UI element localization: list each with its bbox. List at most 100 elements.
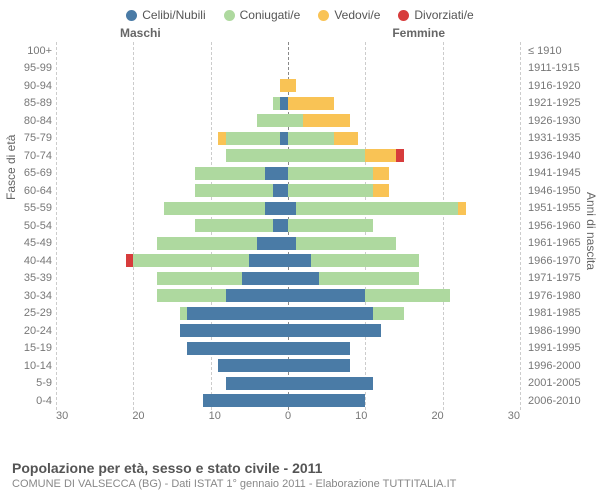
bar-segment bbox=[296, 202, 458, 215]
x-tick: 10 bbox=[355, 410, 367, 430]
age-row: 80-841926-1930 bbox=[10, 112, 590, 130]
age-label: 5-9 bbox=[10, 377, 56, 389]
bar-segment bbox=[257, 237, 288, 250]
bar-group bbox=[56, 77, 520, 95]
age-label: 35-39 bbox=[10, 272, 56, 284]
age-label: 20-24 bbox=[10, 325, 56, 337]
legend-swatch bbox=[224, 10, 235, 21]
legend-label: Divorziati/e bbox=[414, 8, 473, 22]
birth-label: 1956-1960 bbox=[520, 220, 590, 232]
bar-group bbox=[56, 392, 520, 410]
bar-segment bbox=[288, 219, 373, 232]
bar-segment bbox=[280, 97, 288, 110]
bar-group bbox=[56, 95, 520, 113]
bar-segment bbox=[257, 114, 288, 127]
age-row: 70-741936-1940 bbox=[10, 147, 590, 165]
age-row: 95-991911-1915 bbox=[10, 60, 590, 78]
bar-segment bbox=[226, 289, 288, 302]
age-label: 10-14 bbox=[10, 360, 56, 372]
bar-segment bbox=[319, 272, 420, 285]
legend-item: Celibi/Nubili bbox=[126, 8, 205, 22]
bar-group bbox=[56, 112, 520, 130]
bar-group bbox=[56, 217, 520, 235]
bar-segment bbox=[195, 184, 272, 197]
bar-segment bbox=[126, 254, 134, 267]
age-row: 15-191991-1995 bbox=[10, 340, 590, 358]
bar-segment bbox=[288, 97, 334, 110]
birth-label: 1976-1980 bbox=[520, 290, 590, 302]
bar-segment bbox=[288, 377, 373, 390]
bar-segment bbox=[373, 167, 388, 180]
age-row: 0-42006-2010 bbox=[10, 392, 590, 410]
age-label: 55-59 bbox=[10, 202, 56, 214]
bar-segment bbox=[218, 359, 288, 372]
age-label: 50-54 bbox=[10, 220, 56, 232]
legend: Celibi/NubiliConiugati/eVedovi/eDivorzia… bbox=[0, 0, 600, 26]
bar-segment bbox=[265, 202, 288, 215]
chart-footer: Popolazione per età, sesso e stato civil… bbox=[12, 460, 456, 490]
age-row: 85-891921-1925 bbox=[10, 95, 590, 113]
legend-label: Celibi/Nubili bbox=[142, 8, 205, 22]
chart-area: Maschi Femmine 100+≤ 191095-991911-19159… bbox=[10, 26, 590, 410]
bar-segment bbox=[203, 394, 288, 407]
age-row: 90-94 1916-1920 bbox=[10, 77, 590, 95]
bar-group bbox=[56, 305, 520, 323]
legend-label: Coniugati/e bbox=[240, 8, 301, 22]
age-label: 80-84 bbox=[10, 115, 56, 127]
x-tick: 20 bbox=[132, 410, 144, 430]
bar-segment bbox=[288, 132, 334, 145]
bar-segment bbox=[311, 254, 419, 267]
bar-segment bbox=[288, 254, 311, 267]
bar-segment bbox=[288, 184, 373, 197]
age-row: 35-39 1971-1975 bbox=[10, 270, 590, 288]
bar-segment bbox=[288, 307, 373, 320]
bar-segment bbox=[288, 237, 296, 250]
birth-label: 1966-1970 bbox=[520, 255, 590, 267]
bar-segment bbox=[187, 342, 288, 355]
bar-segment bbox=[133, 254, 249, 267]
bar-segment bbox=[373, 307, 404, 320]
bar-segment bbox=[288, 114, 303, 127]
bar-segment bbox=[288, 79, 296, 92]
legend-swatch bbox=[398, 10, 409, 21]
bar-segment bbox=[365, 149, 396, 162]
x-tick: 20 bbox=[431, 410, 443, 430]
bar-segment bbox=[157, 289, 227, 302]
x-tick: 10 bbox=[209, 410, 221, 430]
birth-label: 2006-2010 bbox=[520, 395, 590, 407]
age-label: 45-49 bbox=[10, 237, 56, 249]
bar-segment bbox=[195, 167, 265, 180]
legend-swatch bbox=[126, 10, 137, 21]
bar-segment bbox=[273, 184, 288, 197]
birth-label: 1916-1920 bbox=[520, 80, 590, 92]
age-row: 30-34 1976-1980 bbox=[10, 287, 590, 305]
age-label: 100+ bbox=[10, 45, 56, 57]
birth-label: 1971-1975 bbox=[520, 272, 590, 284]
age-label: 90-94 bbox=[10, 80, 56, 92]
bar-group bbox=[56, 130, 520, 148]
bar-group bbox=[56, 147, 520, 165]
age-label: 25-29 bbox=[10, 307, 56, 319]
bar-segment bbox=[273, 219, 288, 232]
bar-group bbox=[56, 235, 520, 253]
bar-group bbox=[56, 252, 520, 270]
bar-segment bbox=[365, 289, 450, 302]
age-row: 100+≤ 1910 bbox=[10, 42, 590, 60]
bar-segment bbox=[458, 202, 466, 215]
legend-item: Coniugati/e bbox=[224, 8, 301, 22]
bar-segment bbox=[288, 342, 350, 355]
bar-group bbox=[56, 340, 520, 358]
birth-label: 1991-1995 bbox=[520, 342, 590, 354]
birth-label: 2001-2005 bbox=[520, 377, 590, 389]
age-row: 5-9 2001-2005 bbox=[10, 375, 590, 393]
bar-segment bbox=[288, 202, 296, 215]
bar-segment bbox=[296, 237, 397, 250]
birth-label: 1941-1945 bbox=[520, 167, 590, 179]
bar-segment bbox=[218, 132, 226, 145]
age-label: 30-34 bbox=[10, 290, 56, 302]
age-row: 75-791931-1935 bbox=[10, 130, 590, 148]
bar-segment bbox=[288, 394, 365, 407]
age-row: 45-491961-1965 bbox=[10, 235, 590, 253]
bar-segment bbox=[226, 149, 288, 162]
age-label: 95-99 bbox=[10, 62, 56, 74]
